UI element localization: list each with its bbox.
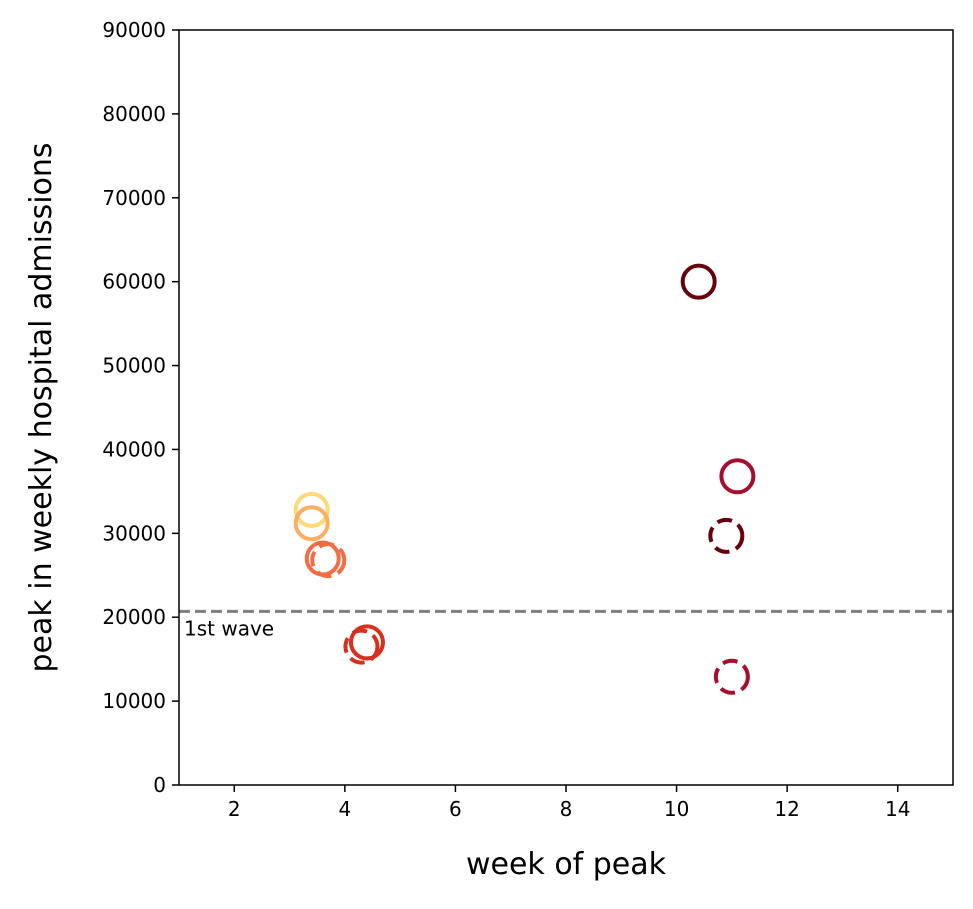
y-tick-label: 10000 [102,689,166,713]
data-point [293,491,330,528]
x-tick-label: 6 [449,797,462,821]
y-axis-title: peak in weekly hospital admissions [24,142,59,672]
plot-frame [178,29,954,786]
data-point [293,505,330,542]
data-point [713,658,750,695]
y-tick-label: 60000 [102,270,166,294]
y-tick-label: 70000 [102,186,166,210]
x-tick-label: 8 [560,797,573,821]
y-tick-label: 0 [153,773,166,797]
y-tick-label: 50000 [102,354,166,378]
x-tick-label: 14 [885,797,910,821]
x-axis-title: week of peak [466,847,667,882]
data-point [310,542,347,579]
x-tick-label: 4 [338,797,351,821]
y-tick-label: 80000 [102,102,166,126]
data-point [343,628,380,665]
y-tick-label: 30000 [102,521,166,545]
x-tick-label: 10 [664,797,689,821]
x-tick-label: 2 [228,797,241,821]
reference-line-label: 1st wave [184,616,274,640]
data-point [348,624,385,661]
data-point [708,517,745,554]
y-tick-label: 40000 [102,437,166,461]
y-tick-label: 90000 [102,18,166,42]
x-tick-label: 12 [774,797,799,821]
data-point [680,263,717,300]
data-point [719,458,756,495]
y-tick-label: 20000 [102,605,166,629]
